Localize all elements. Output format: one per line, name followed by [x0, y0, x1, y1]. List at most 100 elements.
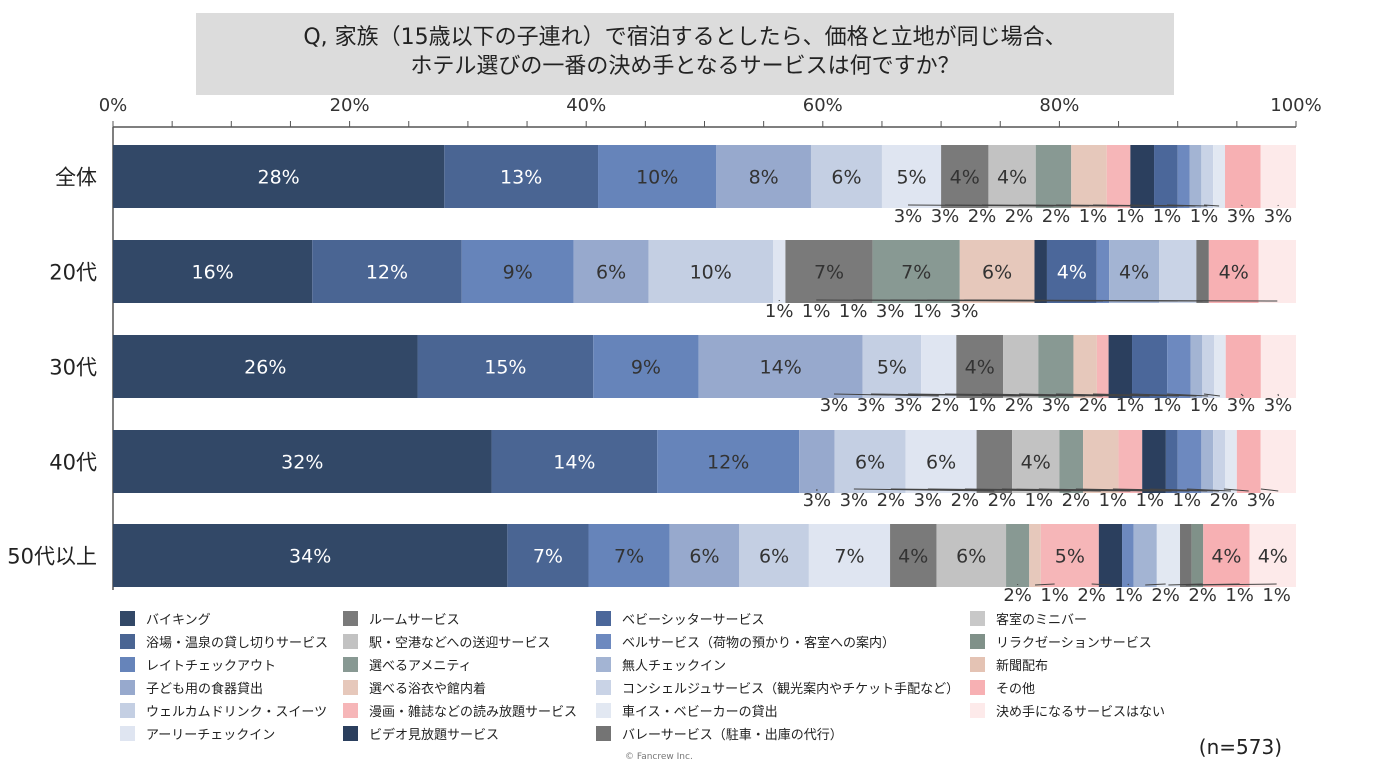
data-label: 9% [631, 357, 661, 379]
data-label: 4% [1211, 546, 1241, 568]
bar-segment [808, 524, 891, 587]
bar-segment [417, 335, 594, 398]
bar-segment [1003, 335, 1039, 398]
data-label: 6% [759, 546, 789, 568]
data-label: 7% [834, 546, 864, 568]
bar-segment [698, 335, 863, 398]
legend-swatch [596, 657, 611, 672]
data-label: 12% [366, 262, 408, 284]
data-label-small: 2% [1003, 585, 1032, 606]
bar-segment [444, 145, 599, 208]
data-label-small: 1% [1116, 206, 1145, 227]
bar-segment [1106, 145, 1131, 208]
bar-segment [1132, 335, 1168, 398]
legend-swatch [343, 634, 358, 649]
leader-line [853, 488, 995, 492]
bar-segment [1208, 240, 1259, 303]
bar-segment [1108, 335, 1133, 398]
legend-swatch [970, 657, 985, 672]
copyright-credit: © Fancrew Inc. [625, 752, 693, 762]
chart-title-line1: Q, 家族（15歳以下の子連れ）で宿泊するとしたら、価格と立地が同じ場合、 [303, 25, 1067, 50]
data-label-small: 1% [1190, 206, 1219, 227]
bar-segment [1035, 145, 1072, 208]
bar-segment [976, 430, 1013, 493]
data-label-small: 1% [1153, 395, 1182, 416]
legend-swatch [596, 611, 611, 626]
bar-segment [921, 335, 957, 398]
legend-swatch [970, 703, 985, 718]
data-label: 15% [484, 357, 526, 379]
data-label: 8% [749, 167, 779, 189]
bar-segment [1236, 430, 1261, 493]
bar-segment [1034, 240, 1047, 303]
bar-segment [1191, 524, 1204, 587]
data-label-small: 2% [1210, 490, 1239, 511]
legend-swatch [120, 611, 135, 626]
legend-label: 新聞配布 [996, 658, 1048, 674]
leader-line [1035, 583, 1055, 586]
bar-segment [507, 524, 589, 587]
data-label: 13% [500, 167, 542, 189]
leader-line [1129, 393, 1197, 397]
legend-label: ベビーシッターサービス [622, 613, 764, 628]
data-label: 34% [289, 546, 331, 568]
bar-segment [1260, 335, 1296, 398]
data-label-small: 2% [931, 395, 960, 416]
legend-swatch [970, 634, 985, 649]
bar-segment [1258, 240, 1296, 303]
bar-segment [1180, 524, 1192, 587]
data-label: 6% [855, 452, 885, 474]
data-label-small: 1% [968, 395, 997, 416]
x-tick-label: 60% [803, 95, 843, 116]
data-label-small: 1% [1225, 585, 1254, 606]
data-label-small: 3% [820, 395, 849, 416]
data-label: 6% [982, 262, 1012, 284]
data-label-small: 1% [1040, 585, 1069, 606]
leader-line [1092, 393, 1179, 397]
legend-swatch [120, 680, 135, 695]
data-label: 4% [1021, 452, 1051, 474]
data-label: 10% [690, 262, 732, 284]
x-tick-label: 80% [1039, 95, 1079, 116]
bar-segment [598, 145, 717, 208]
bar-segment [1165, 430, 1178, 493]
bar-segment [1096, 240, 1110, 303]
bar-segment [1154, 145, 1178, 208]
data-label: 4% [1057, 262, 1087, 284]
legend-label: ベルサービス（荷物の預かり・客室への案内） [622, 635, 895, 651]
data-label-small: 3% [950, 301, 979, 322]
data-label-small: 3% [876, 301, 905, 322]
data-label: 4% [1119, 262, 1149, 284]
bar-segment [669, 524, 740, 587]
bar-segment [588, 524, 670, 587]
data-label-small: 2% [1062, 490, 1091, 511]
data-label: 6% [689, 546, 719, 568]
bar-segment [1098, 524, 1123, 587]
bar-segment [799, 430, 835, 493]
bar-segment [1046, 240, 1097, 303]
leader-line [1127, 583, 1130, 586]
bar-segment [1260, 145, 1296, 208]
data-label: 6% [596, 262, 626, 284]
bar-segment [1225, 335, 1261, 398]
data-label: 7% [901, 262, 931, 284]
legend-label: ビデオ見放題サービス [369, 727, 499, 743]
data-label-small: 1% [913, 301, 942, 322]
leader-line [1018, 393, 1121, 397]
x-tick-label: 0% [99, 95, 128, 116]
data-label-small: 3% [1227, 395, 1256, 416]
legend-label: アーリーチェックイン [146, 728, 275, 743]
data-label: 7% [533, 546, 563, 568]
bar-segment [936, 524, 1007, 587]
bar-segment [1225, 430, 1237, 493]
bar-segment [113, 335, 418, 398]
data-label-small: 1% [1079, 206, 1108, 227]
data-label-small: 2% [877, 490, 906, 511]
data-label-small: 2% [1077, 585, 1106, 606]
bar-segment [862, 335, 922, 398]
data-label: 7% [814, 262, 844, 284]
data-label-small: 1% [1116, 395, 1145, 416]
bar-segment [716, 145, 811, 208]
bar-segment [1156, 524, 1181, 587]
